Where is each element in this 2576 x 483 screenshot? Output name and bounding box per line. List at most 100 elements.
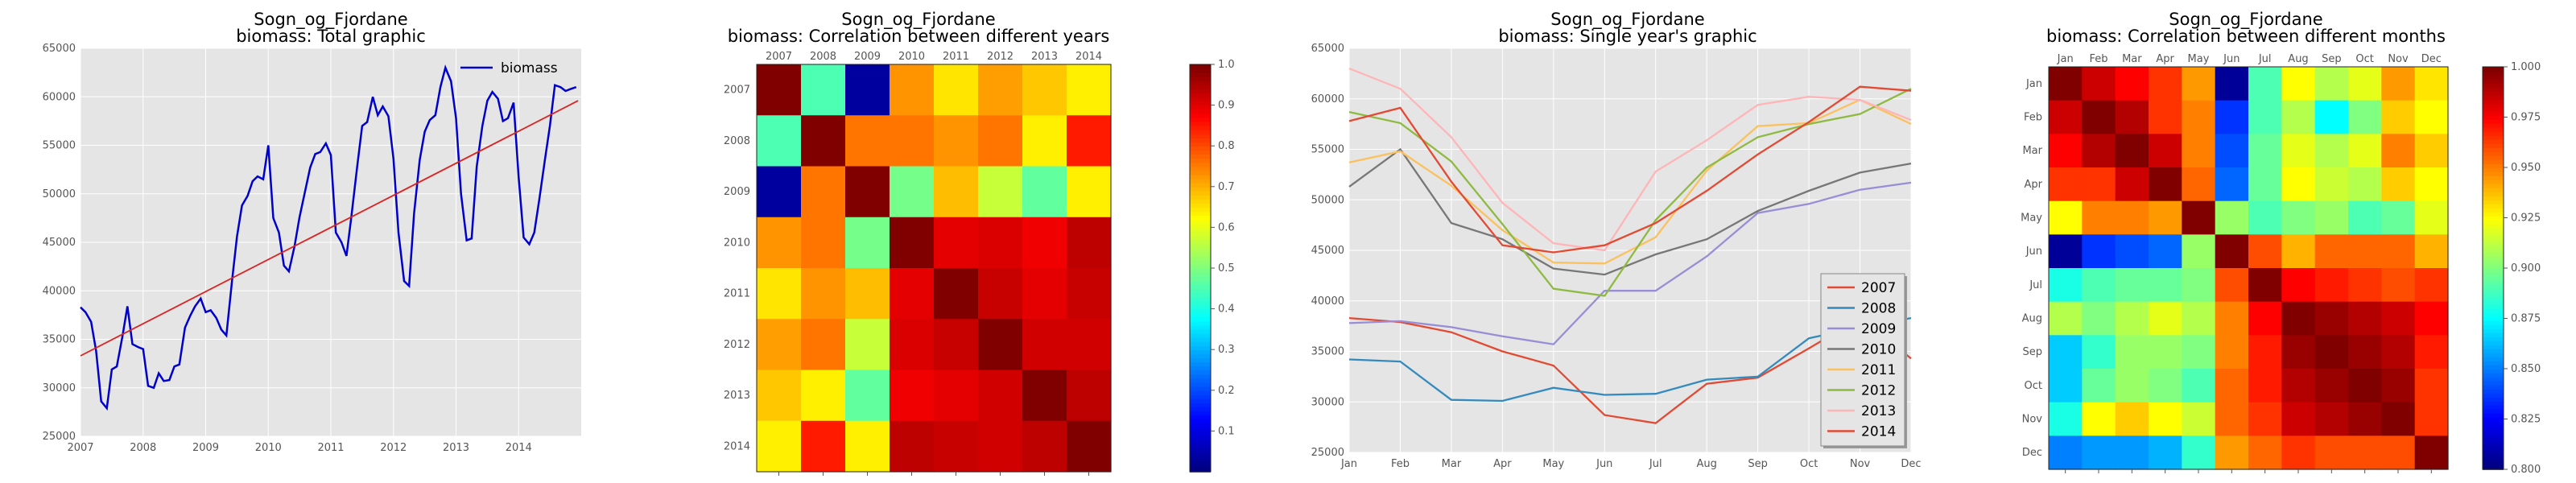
chart4-cell — [2182, 134, 2216, 168]
chart4-cell — [2348, 369, 2382, 403]
chart4-cell — [2281, 67, 2316, 101]
chart2-cell — [801, 268, 846, 320]
chart2-colorbar-step — [1190, 72, 1211, 77]
chart3-legend-label: 2012 — [1861, 383, 1896, 399]
chart4-title: Sogn_og_Fjordane — [2169, 10, 2322, 30]
chart2-colorbar-step — [1190, 227, 1211, 233]
chart3-xtick-label: Jan — [1340, 458, 1357, 470]
chart3-series-2008 — [1348, 316, 1912, 402]
chart3-xtick-label: Nov — [1850, 458, 1871, 470]
chart3-series-2013 — [1348, 68, 1912, 252]
chart4-xtick-label: Nov — [2388, 53, 2409, 65]
chart4-colorbar-step — [2483, 328, 2504, 333]
chart2-cell — [934, 217, 979, 269]
chart2-cell — [934, 64, 979, 116]
chart3-xtick-label: May — [1542, 458, 1564, 470]
chart4-xtick-label: Dec — [2421, 53, 2442, 65]
chart4-cell — [2049, 335, 2083, 369]
chart4-cell — [2082, 67, 2116, 101]
chart4-colorbar-step — [2483, 228, 2504, 233]
chart4-colorbar-step — [2483, 288, 2504, 293]
chart4-cell — [2149, 301, 2182, 336]
chart2-cell — [978, 369, 1023, 422]
chart4-cell — [2182, 436, 2216, 470]
chart4-colorbar-label: 0.950 — [2511, 162, 2541, 174]
chart4-colorbar-step — [2483, 385, 2504, 390]
chart2-cell — [978, 420, 1023, 473]
chart2-cell — [934, 166, 979, 218]
chart2-colorbar-step — [1190, 463, 1211, 469]
chart2-colorbar-step — [1190, 142, 1211, 147]
chart2-cell — [845, 420, 890, 473]
chart2-cell — [934, 115, 979, 167]
chart4-cell — [2149, 167, 2182, 202]
chart2-colorbar-label: 0.1 — [1218, 425, 1235, 437]
chart4-cell — [2182, 234, 2216, 269]
chart2-colorbar-step — [1190, 394, 1211, 399]
chart2-colorbar-step — [1190, 304, 1211, 310]
chart2-colorbar-step — [1190, 316, 1211, 322]
chart2-xtick-label: 2009 — [854, 51, 881, 63]
chart2-colorbar-step — [1190, 93, 1211, 98]
chart4-cell — [2049, 436, 2083, 470]
chart2-colorbar-step — [1190, 154, 1211, 159]
chart2-colorbar-step — [1190, 215, 1211, 221]
chart4-colorbar-step — [2483, 139, 2504, 144]
chart2-ytick-label: 2007 — [724, 85, 750, 97]
chart4-cell — [2248, 234, 2282, 269]
chart4-colorbar-step — [2483, 127, 2504, 132]
chart2-colorbar-step — [1190, 328, 1211, 334]
chart4-cell — [2281, 100, 2316, 134]
chart2-colorbar-step — [1190, 121, 1211, 126]
chart4-cell — [2248, 134, 2282, 168]
chart2-cell — [890, 369, 935, 422]
chart4-cell — [2314, 301, 2349, 336]
chart4-cell — [2381, 369, 2416, 403]
chart4-ytick-label: May — [2021, 213, 2042, 225]
chart2-cell — [757, 115, 802, 167]
chart4-colorbar-step — [2483, 196, 2504, 200]
chart2-colorbar-step — [1190, 451, 1211, 456]
chart4-colorbar-step — [2483, 67, 2504, 72]
chart1-xtick-label: 2007 — [67, 442, 93, 454]
chart2-cell — [757, 420, 802, 473]
chart2-colorbar-step — [1190, 292, 1211, 298]
chart4-colorbar-step — [2483, 208, 2504, 213]
chart4-cell — [2082, 436, 2116, 470]
chart4-cell — [2115, 301, 2149, 336]
chart2-cell — [978, 64, 1023, 116]
chart2-colorbar-step — [1190, 243, 1211, 249]
chart2-colorbar-step — [1190, 324, 1211, 330]
chart4-colorbar-step — [2483, 212, 2504, 217]
chart2-ytick-label: 2010 — [724, 237, 750, 249]
chart4-cell — [2381, 134, 2416, 168]
chart2-colorbar-step — [1190, 312, 1211, 318]
chart4-colorbar-step — [2483, 409, 2504, 414]
chart2-colorbar-step — [1190, 113, 1211, 118]
chart4-cell — [2082, 100, 2116, 134]
chart4-xtick-label: Aug — [2288, 53, 2308, 65]
chart2-colorbar-step — [1190, 431, 1211, 436]
chart4-colorbar-step — [2483, 401, 2504, 406]
chart3-series-2012 — [1348, 88, 1912, 297]
chart3-series-2007 — [1348, 316, 1912, 424]
chart4-cell — [2215, 134, 2249, 168]
chart4-cell — [2248, 200, 2282, 235]
chart4-cell — [2182, 67, 2216, 101]
chart3-ytick-label: 50000 — [1311, 194, 1344, 206]
chart4-cell — [2182, 369, 2216, 403]
chart4-cell — [2182, 301, 2216, 336]
chart4-cell — [2215, 369, 2249, 403]
chart4-cell — [2082, 402, 2116, 436]
chart3-legend-label: 2013 — [1861, 403, 1896, 419]
chart3-legend-label: 2014 — [1861, 424, 1896, 440]
chart2-cell — [890, 420, 935, 473]
chart4-cell — [2414, 436, 2449, 470]
chart4-cell — [2082, 268, 2116, 303]
chart4-colorbar-step — [2483, 123, 2504, 128]
chart1-ytick-label: 30000 — [43, 382, 76, 394]
chart4-cell — [2115, 234, 2149, 269]
chart4-cell — [2414, 402, 2449, 436]
chart4-cell — [2115, 67, 2149, 101]
chart2-cell — [801, 217, 846, 269]
